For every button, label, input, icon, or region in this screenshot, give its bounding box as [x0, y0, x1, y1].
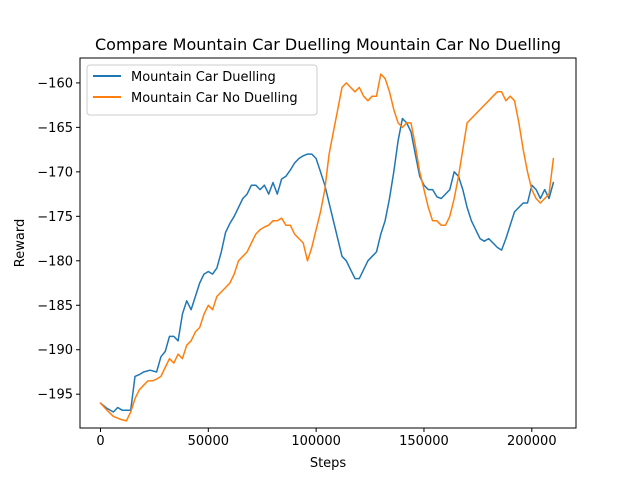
legend: Mountain Car Duelling Mountain Car No Du… [86, 64, 318, 116]
x-tick-label: 0 [96, 434, 104, 449]
y-tick-label: −195 [37, 388, 73, 403]
x-axis-ticks: 0 50000 100000 150000 200000 [96, 428, 557, 449]
series-line-no-duelling [99, 73, 555, 422]
y-tick-label: −170 [37, 165, 73, 180]
legend-label-no-duelling: Mountain Car No Duelling [131, 91, 298, 106]
y-tick-label: −175 [37, 210, 73, 225]
x-tick-label: 150000 [399, 434, 449, 449]
chart-title: Compare Mountain Car Duelling Mountain C… [95, 35, 561, 54]
y-tick-label: −180 [37, 254, 73, 269]
y-tick-label: −190 [37, 343, 73, 358]
plot-lines [99, 73, 555, 422]
x-tick-label: 200000 [507, 434, 557, 449]
y-tick-label: −160 [37, 76, 73, 91]
x-axis-label: Steps [310, 456, 347, 471]
legend-label-duelling: Mountain Car Duelling [131, 70, 276, 85]
legend-box [86, 64, 318, 116]
y-tick-label: −185 [37, 299, 73, 314]
y-tick-label: −165 [37, 121, 73, 136]
series-line-duelling [99, 117, 555, 413]
y-axis-label: Reward [13, 219, 28, 267]
x-tick-label: 100000 [291, 434, 341, 449]
y-axis-ticks: −160 −165 −170 −175 −180 −185 −190 −195 [37, 76, 80, 403]
x-tick-label: 50000 [188, 434, 229, 449]
plot-frame [79, 57, 577, 429]
